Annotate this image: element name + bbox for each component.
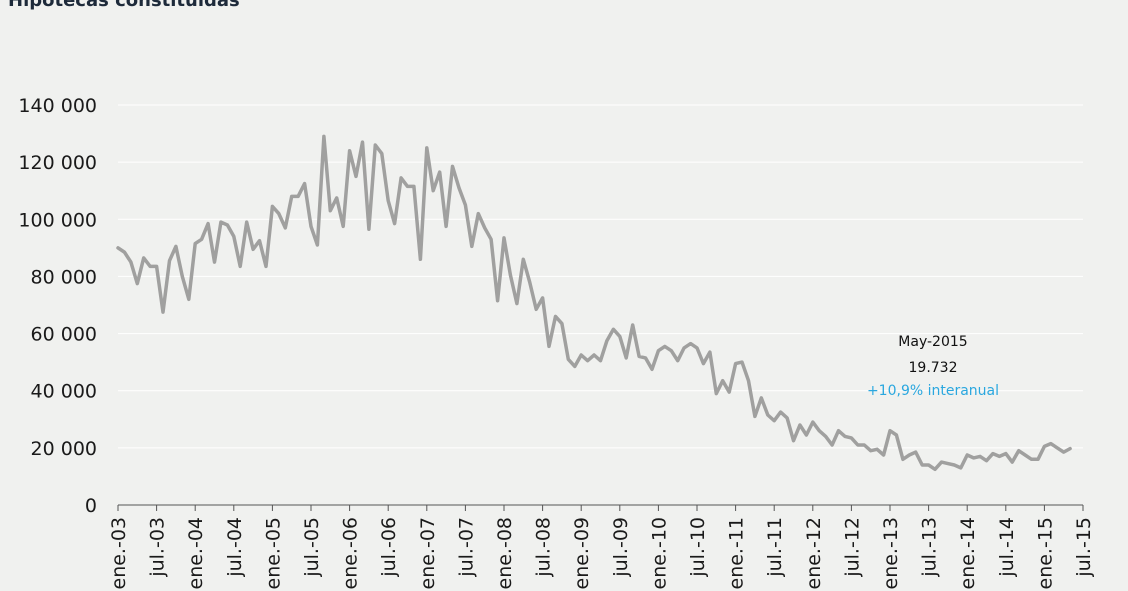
- x-tick-label: ene.-12: [803, 517, 825, 590]
- x-tick-label: ene.-14: [957, 517, 979, 590]
- chart-title: Hipotecas constituidas: [8, 0, 240, 11]
- x-tick-label: jul.-03: [147, 517, 169, 578]
- gridlines: [118, 104, 1083, 449]
- x-tick-label: ene.-07: [417, 517, 439, 590]
- y-tick-label: 20 000: [31, 438, 97, 460]
- y-axis-ticks: 0 20 000 40 000 60 000 80 000 100 000 120 000 1…: [18, 95, 97, 517]
- x-tick-label: jul.-04: [224, 517, 246, 578]
- annotation-change: +10,9% interanual: [867, 383, 999, 399]
- x-tick-label: ene.-13: [880, 517, 902, 590]
- x-tick-label: jul.-08: [533, 517, 555, 578]
- x-tick-label: ene.-10: [648, 517, 670, 590]
- x-tick-label: ene.-04: [185, 517, 207, 590]
- x-tick-label: ene.-08: [494, 517, 516, 590]
- series-line: [116, 134, 1072, 472]
- x-tick-label: ene.-05: [262, 517, 284, 590]
- x-tick-label: jul.-13: [919, 517, 941, 578]
- y-tick-label: 140 000: [18, 95, 97, 117]
- x-tick-label: ene.-06: [340, 517, 362, 590]
- x-tick-label: jul.-07: [455, 517, 477, 578]
- y-tick-label: 80 000: [31, 266, 97, 288]
- x-tick-label: jul.-11: [764, 517, 786, 578]
- x-tick-label: jul.-05: [301, 517, 323, 578]
- y-tick-label: 40 000: [31, 381, 97, 403]
- y-tick-label: 100 000: [18, 209, 97, 231]
- y-tick-label: 0: [85, 495, 97, 517]
- annotation: May-2015 19.732 +10,9% interanual: [867, 334, 999, 399]
- x-tick-label: ene.-03: [108, 517, 130, 590]
- x-tick-label: jul.-06: [378, 517, 400, 578]
- x-tick-label: ene.-11: [726, 517, 748, 590]
- x-tick-label: jul.-10: [687, 517, 709, 578]
- x-tick-label: jul.-15: [1073, 517, 1095, 578]
- y-tick-label: 120 000: [18, 152, 97, 174]
- annotation-date: May-2015: [898, 334, 967, 350]
- x-tick-label: jul.-09: [610, 517, 632, 578]
- x-tick-label: jul.-12: [841, 517, 863, 578]
- x-tick-label: ene.-15: [1034, 517, 1056, 590]
- annotation-value: 19.732: [909, 360, 958, 376]
- x-axis: ene.-03 jul.-03 ene.-04 jul.-04 ene.-05 jul.-…: [108, 504, 1095, 590]
- x-tick-label: ene.-09: [571, 517, 593, 590]
- x-tick-label: jul.-14: [996, 517, 1018, 578]
- series-group: [116, 134, 1072, 472]
- y-tick-label: 60 000: [31, 324, 97, 346]
